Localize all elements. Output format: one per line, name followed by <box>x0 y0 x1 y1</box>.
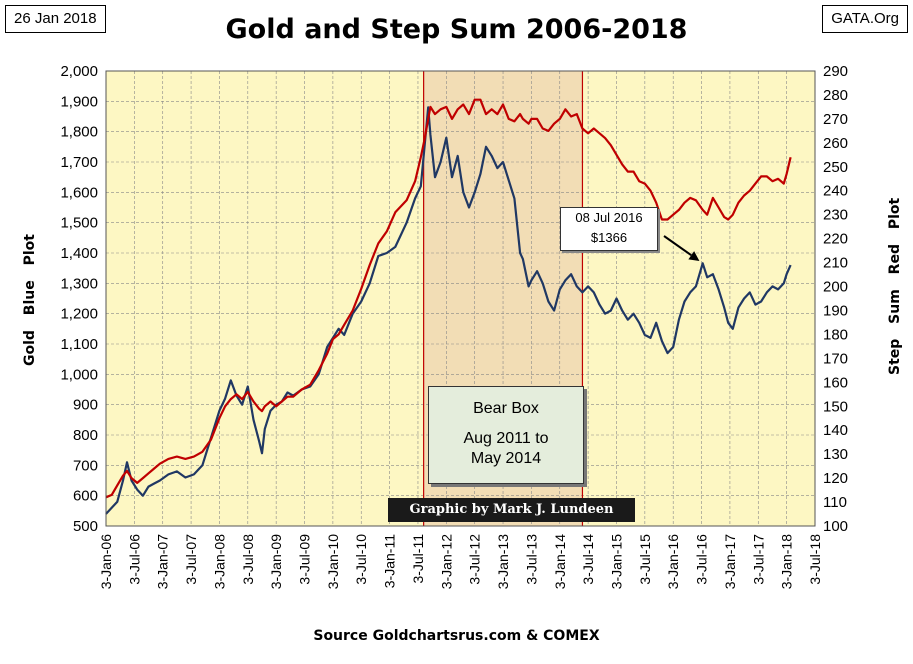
x-tick-label: 3-Jul-09 <box>297 534 313 585</box>
x-tick-label: 3-Jan-18 <box>779 534 795 589</box>
site-box: GATA.Org <box>822 5 908 33</box>
y-right-tick-label: 240 <box>823 183 848 200</box>
plot-frame <box>105 70 816 527</box>
y-right-tick-label: 230 <box>823 207 848 224</box>
y-right-tick-label: 210 <box>823 255 848 272</box>
peak-callout: 08 Jul 2016 $1366 <box>560 207 658 251</box>
y-right-tick-label: 120 <box>823 470 848 487</box>
x-tick-label: 3-Jul-08 <box>240 534 256 585</box>
callout-price: $1366 <box>590 230 628 245</box>
source-note: Source Goldchartsrus.com & COMEX <box>313 628 600 644</box>
y-left-tick-label: 2,000 <box>60 63 98 80</box>
x-tick-label: 3-Jul-16 <box>694 534 710 585</box>
y-right-tick-label: 160 <box>823 374 848 391</box>
y-right-tick-label: 180 <box>823 326 848 343</box>
y-left-tick-label: 1,700 <box>60 154 98 171</box>
x-tick-label: 3-Jul-10 <box>353 534 369 585</box>
y-right-tick-label: 140 <box>823 422 848 439</box>
bear-box-title: Bear Box <box>473 400 539 417</box>
x-tick-label: 3-Jul-07 <box>183 534 199 585</box>
y-left-tick-label: 1,900 <box>60 93 98 110</box>
y-right-tick-label: 110 <box>823 494 847 511</box>
bear-box-range-1: Aug 2011 to <box>463 430 549 447</box>
x-tick-label: 3-Jan-12 <box>438 534 454 589</box>
callout-arrow <box>663 235 692 257</box>
x-tick-label: 3-Jan-15 <box>608 534 624 589</box>
y-right-tick-label: 200 <box>823 279 848 296</box>
y-left-tick-label: 1,100 <box>60 336 98 353</box>
y-left-tick-label: 800 <box>73 427 98 444</box>
x-tick-label: 3-Jul-15 <box>637 534 653 585</box>
y-right-tick-label: 270 <box>823 111 848 128</box>
axis-layer: 500 600 700 800 900 1,000 1,100 1,200 1,300 1,400… <box>60 63 848 589</box>
graphic-credit: Graphic by Mark J. Lundeen <box>388 498 635 522</box>
y-left-tick-label: 500 <box>73 518 98 535</box>
bear-box-range-2: May 2014 <box>470 450 542 467</box>
y-right-tick-label: 290 <box>823 63 848 80</box>
y-left-tick-label: 900 <box>73 397 98 414</box>
callout-arrowhead <box>688 251 700 262</box>
x-tick-label: 3-Jul-14 <box>580 534 596 585</box>
x-tick-label: 3-Jan-17 <box>722 534 738 589</box>
x-tick-label: 3-Jan-07 <box>155 534 171 589</box>
y-left-tick-label: 1,000 <box>60 366 98 383</box>
x-tick-label: 3-Jul-18 <box>807 534 823 585</box>
x-tick-label: 3-Jan-11 <box>382 534 398 588</box>
x-tick-label: 3-Jan-13 <box>495 534 511 589</box>
x-tick-label: 3-Jan-14 <box>552 534 568 589</box>
series-step-sum <box>105 98 792 499</box>
y-right-tick-label: 260 <box>823 135 848 152</box>
y-right-tick-label: 220 <box>823 231 848 248</box>
x-tick-label: 3-Jan-06 <box>98 534 114 589</box>
y-right-tick-label: 250 <box>823 159 848 176</box>
x-tick-label: 3-Jan-08 <box>211 534 227 589</box>
y-left-tick-label: 1,800 <box>60 124 98 141</box>
y-right-tick-label: 190 <box>823 302 848 319</box>
y-left-tick-label: 1,500 <box>60 215 98 232</box>
y-right-tick-label: 130 <box>823 446 848 463</box>
date-box: 26 Jan 2018 <box>5 5 106 33</box>
x-tick-label: 3-Jul-11 <box>410 534 426 584</box>
y-left-tick-label: 700 <box>73 457 98 474</box>
series-gold <box>105 106 792 515</box>
x-tick-label: 3-Jan-09 <box>268 534 284 589</box>
series-layer <box>105 98 792 515</box>
x-tick-label: 3-Jul-06 <box>126 534 142 585</box>
y-axis-left-title: Gold Blue Plot <box>22 234 38 366</box>
gridlines <box>105 70 816 527</box>
y-left-tick-label: 1,600 <box>60 184 98 201</box>
bear-box-label: Bear Box Aug 2011 to May 2014 <box>428 386 584 484</box>
y-left-tick-label: 1,200 <box>60 306 98 323</box>
x-tick-label: 3-Jul-17 <box>750 534 766 585</box>
y-axis-right-title: Step Sum Red Plot <box>887 197 903 375</box>
x-tick-label: 3-Jul-12 <box>467 534 483 585</box>
callout-date: 08 Jul 2016 <box>575 210 643 225</box>
y-right-tick-label: 280 <box>823 87 848 104</box>
chart-title: Gold and Step Sum 2006-2018 <box>225 14 688 45</box>
x-tick-label: 3-Jan-10 <box>325 534 341 589</box>
y-left-tick-label: 600 <box>73 488 98 505</box>
y-left-tick-label: 1,400 <box>60 245 98 262</box>
x-tick-label: 3-Jan-16 <box>665 534 681 589</box>
y-right-tick-label: 100 <box>823 518 848 535</box>
y-right-tick-label: 150 <box>823 398 848 415</box>
y-left-tick-label: 1,300 <box>60 275 98 292</box>
y-right-tick-label: 170 <box>823 350 848 367</box>
x-tick-label: 3-Jul-13 <box>523 534 539 585</box>
